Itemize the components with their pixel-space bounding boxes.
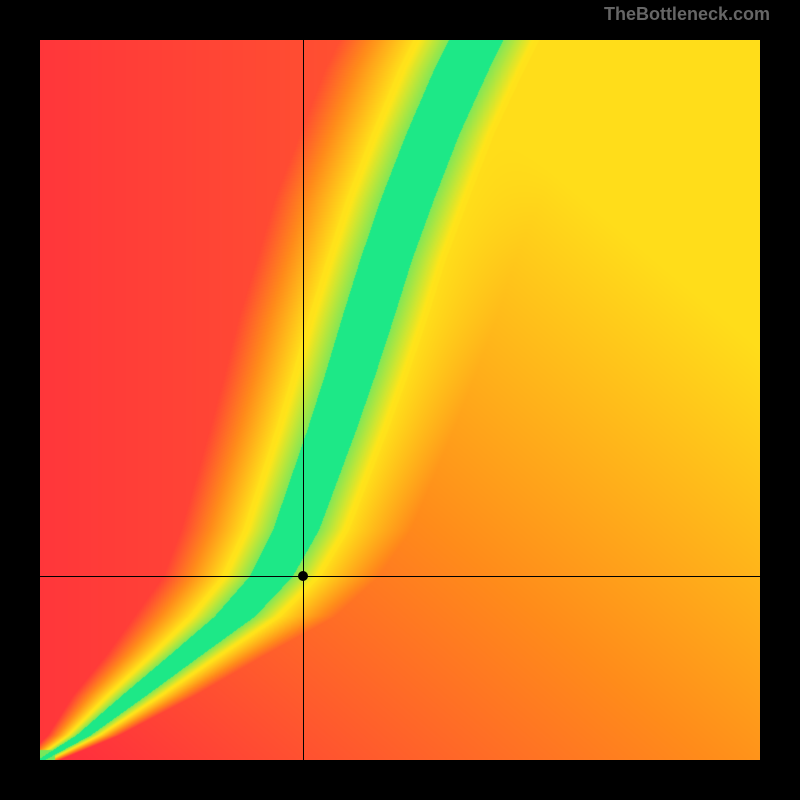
crosshair-horizontal [40,576,760,577]
watermark: TheBottleneck.com [604,4,770,25]
crosshair-marker [298,571,308,581]
heatmap-plot [40,40,760,760]
crosshair-vertical [303,40,304,760]
heatmap-canvas [40,40,760,760]
